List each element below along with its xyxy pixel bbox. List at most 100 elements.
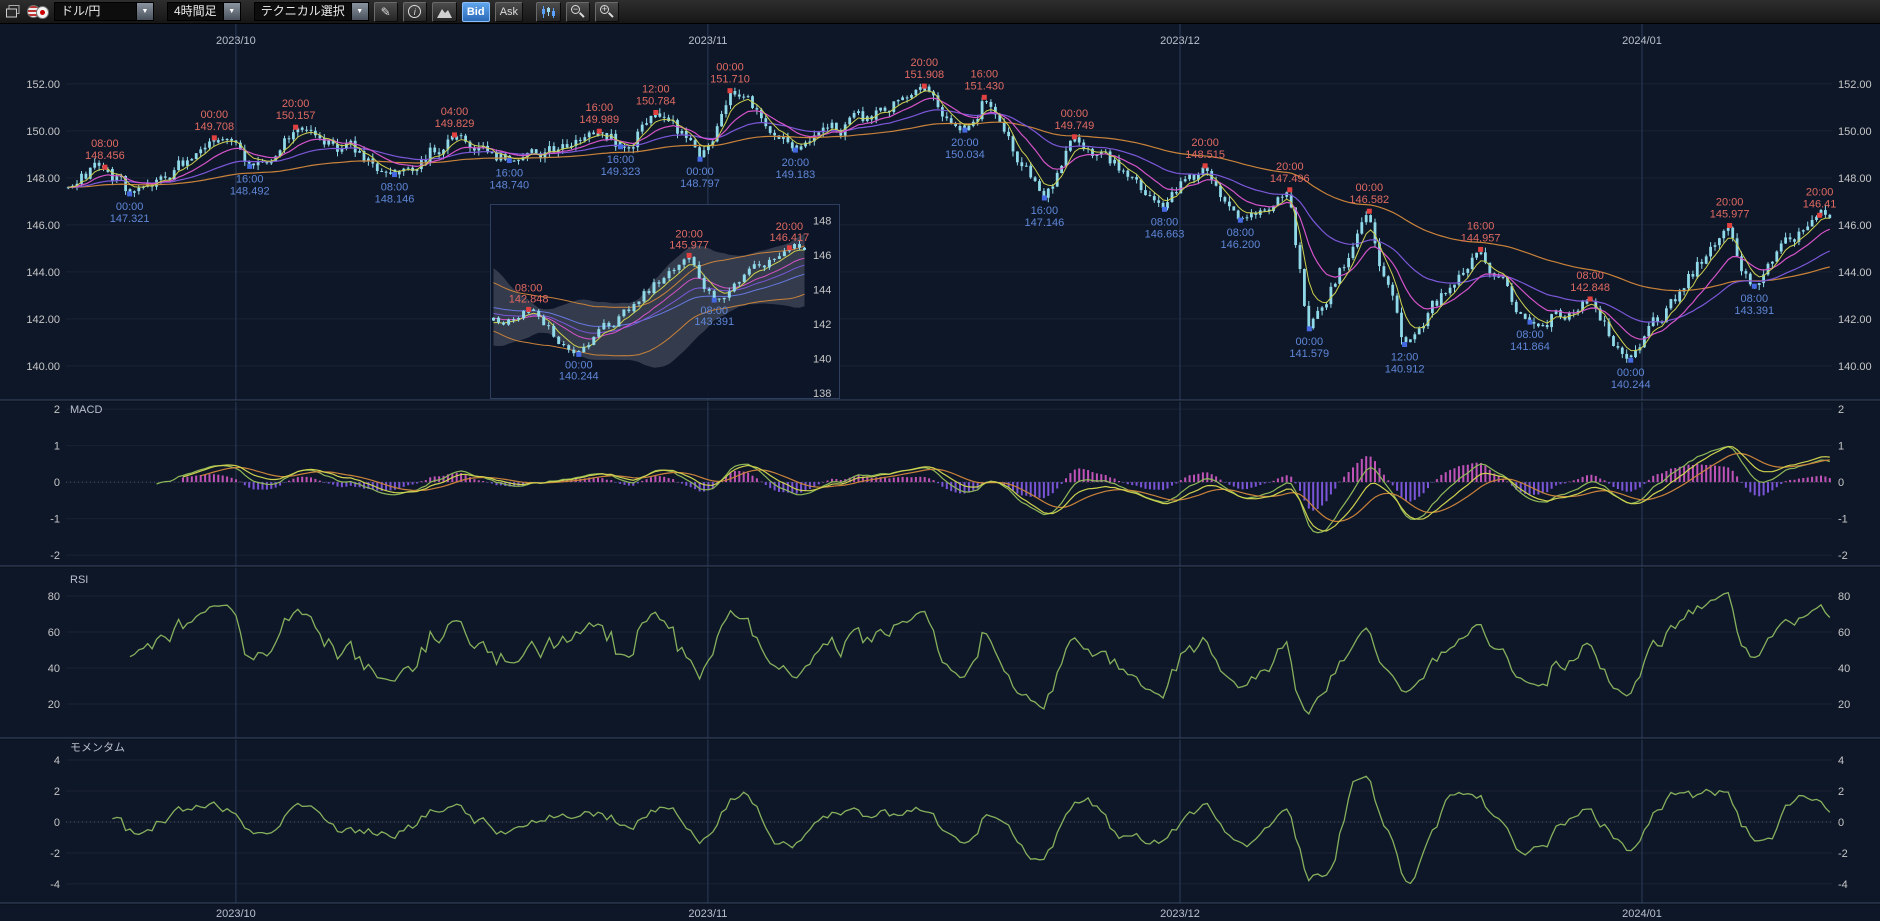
timeframe-select-value: 4時間足 [174, 4, 217, 18]
moving-averages [68, 90, 1831, 352]
svg-text:145.977: 145.977 [669, 239, 709, 251]
svg-text:2024/01: 2024/01 [1622, 908, 1662, 920]
svg-text:MACD: MACD [70, 404, 102, 416]
area-chart-button[interactable] [431, 1, 457, 22]
toolbar: ドル/円 ▼ 4時間足 ▼ テクニカル選択 ▼ ✎ i Bid Ask − [0, 0, 1880, 24]
svg-text:148.146: 148.146 [375, 194, 415, 206]
info-button[interactable]: i [402, 1, 427, 22]
svg-text:20:00: 20:00 [1276, 161, 1304, 173]
svg-text:146: 146 [813, 250, 831, 262]
svg-text:2023/12: 2023/12 [1160, 35, 1200, 47]
svg-text:20:00: 20:00 [1716, 197, 1744, 209]
svg-text:16:00: 16:00 [1031, 205, 1059, 217]
svg-text:60: 60 [48, 627, 60, 639]
svg-text:00:00: 00:00 [1617, 367, 1645, 379]
svg-text:148: 148 [813, 216, 831, 228]
timeframe-select[interactable]: 4時間足 ▼ [167, 2, 241, 21]
svg-text:142.00: 142.00 [1838, 314, 1872, 326]
svg-text:08:00: 08:00 [381, 182, 409, 194]
svg-text:-1: -1 [50, 514, 60, 526]
svg-text:4: 4 [54, 755, 60, 767]
technical-select[interactable]: テクニカル選択 ▼ [253, 2, 369, 21]
candle-chart-icon [542, 5, 556, 18]
price-and-indicator-panes[interactable]: 2023/10 2023/10 2023/11 2023/11 2023/12 2023/… [0, 24, 1880, 921]
svg-text:20:00: 20:00 [911, 57, 939, 69]
svg-text:20: 20 [1838, 699, 1850, 711]
svg-text:08:00: 08:00 [1741, 293, 1769, 305]
svg-text:152.00: 152.00 [26, 79, 60, 91]
svg-text:08:00: 08:00 [515, 282, 543, 294]
svg-text:80: 80 [48, 591, 60, 603]
svg-text:-2: -2 [50, 848, 60, 860]
svg-text:1: 1 [1838, 441, 1844, 453]
svg-text:2023/10: 2023/10 [216, 908, 256, 920]
chevron-down-icon[interactable]: ▼ [136, 3, 153, 20]
svg-text:144.00: 144.00 [26, 267, 60, 279]
svg-text:00:00: 00:00 [716, 62, 744, 74]
svg-text:143.391: 143.391 [1734, 305, 1774, 317]
svg-text:40: 40 [48, 663, 60, 675]
svg-text:2023/12: 2023/12 [1160, 908, 1200, 920]
pair-flag-icon [27, 4, 49, 20]
svg-text:148.00: 148.00 [1838, 173, 1872, 185]
svg-text:146.00: 146.00 [26, 220, 60, 232]
svg-text:140.00: 140.00 [26, 361, 60, 373]
svg-text:141.579: 141.579 [1289, 348, 1329, 360]
chevron-down-icon[interactable]: ▼ [350, 3, 368, 20]
svg-text:151.430: 151.430 [964, 80, 1004, 92]
svg-text:16:00: 16:00 [971, 68, 999, 80]
svg-text:2023/10: 2023/10 [216, 35, 256, 47]
svg-text:20: 20 [48, 699, 60, 711]
svg-text:00:00: 00:00 [1061, 108, 1089, 120]
svg-text:0: 0 [54, 477, 60, 489]
macd-histogram [182, 456, 1831, 511]
svg-text:148.515: 148.515 [1185, 149, 1225, 161]
svg-text:150.784: 150.784 [636, 96, 676, 108]
svg-text:08:00: 08:00 [91, 138, 119, 150]
svg-text:-4: -4 [1838, 879, 1848, 891]
svg-text:151.710: 151.710 [710, 74, 750, 86]
svg-text:149.708: 149.708 [194, 121, 234, 133]
momentum-line [112, 775, 1831, 885]
svg-text:0: 0 [1838, 817, 1844, 829]
pencil-icon: ✎ [380, 4, 391, 19]
svg-text:08:00: 08:00 [1151, 216, 1179, 228]
ask-button[interactable]: Ask [494, 1, 524, 22]
chart-area[interactable]: 2023/10 2023/10 2023/11 2023/11 2023/12 2023/… [0, 24, 1880, 921]
chevron-down-icon[interactable]: ▼ [222, 3, 240, 20]
svg-text:148.492: 148.492 [230, 185, 270, 197]
zoom-in-button[interactable]: + [595, 1, 620, 22]
svg-text:2: 2 [1838, 404, 1844, 416]
zoom-out-icon: − [571, 4, 585, 19]
pair-select[interactable]: ドル/円 ▼ [54, 2, 154, 21]
svg-text:146.00: 146.00 [1838, 220, 1872, 232]
zoom-preview-chart: 14814614414214013808:00142.84800:00140.2… [492, 216, 831, 400]
svg-text:-4: -4 [50, 879, 60, 891]
svg-text:145.977: 145.977 [1710, 209, 1750, 221]
pair-select-value: ドル/円 [61, 4, 101, 18]
svg-text:141.864: 141.864 [1510, 341, 1550, 353]
macd-line [182, 445, 1830, 532]
info-icon: i [408, 5, 422, 18]
svg-text:12:00: 12:00 [1391, 352, 1419, 364]
svg-text:148.00: 148.00 [26, 173, 60, 185]
svg-text:00:00: 00:00 [1356, 182, 1384, 194]
zoom-out-button[interactable]: − [566, 1, 591, 22]
area-chart-icon [436, 8, 452, 18]
candle-chart-button[interactable] [536, 1, 562, 22]
svg-text:140.244: 140.244 [1611, 379, 1651, 391]
price-annotations: 08:00148.45600:00147.32100:00149.70816:0… [85, 57, 1836, 391]
svg-text:146.200: 146.200 [1221, 239, 1261, 251]
svg-text:4: 4 [1838, 755, 1844, 767]
svg-text:16:00: 16:00 [607, 154, 635, 166]
pencil-button[interactable]: ✎ [373, 1, 398, 22]
svg-text:08:00: 08:00 [1576, 270, 1604, 282]
zoom-preview-window[interactable]: 148 146 144 142 140 138 08:00 142.848 00:00 140.2… [490, 204, 840, 400]
bid-button[interactable]: Bid [461, 1, 490, 22]
svg-text:20:00: 20:00 [282, 98, 310, 110]
window-cascade-icon[interactable] [4, 3, 22, 21]
svg-text:20:00: 20:00 [782, 157, 810, 169]
svg-text:2: 2 [1838, 786, 1844, 798]
svg-text:149.183: 149.183 [776, 169, 816, 181]
svg-text:146.417: 146.417 [770, 232, 810, 244]
